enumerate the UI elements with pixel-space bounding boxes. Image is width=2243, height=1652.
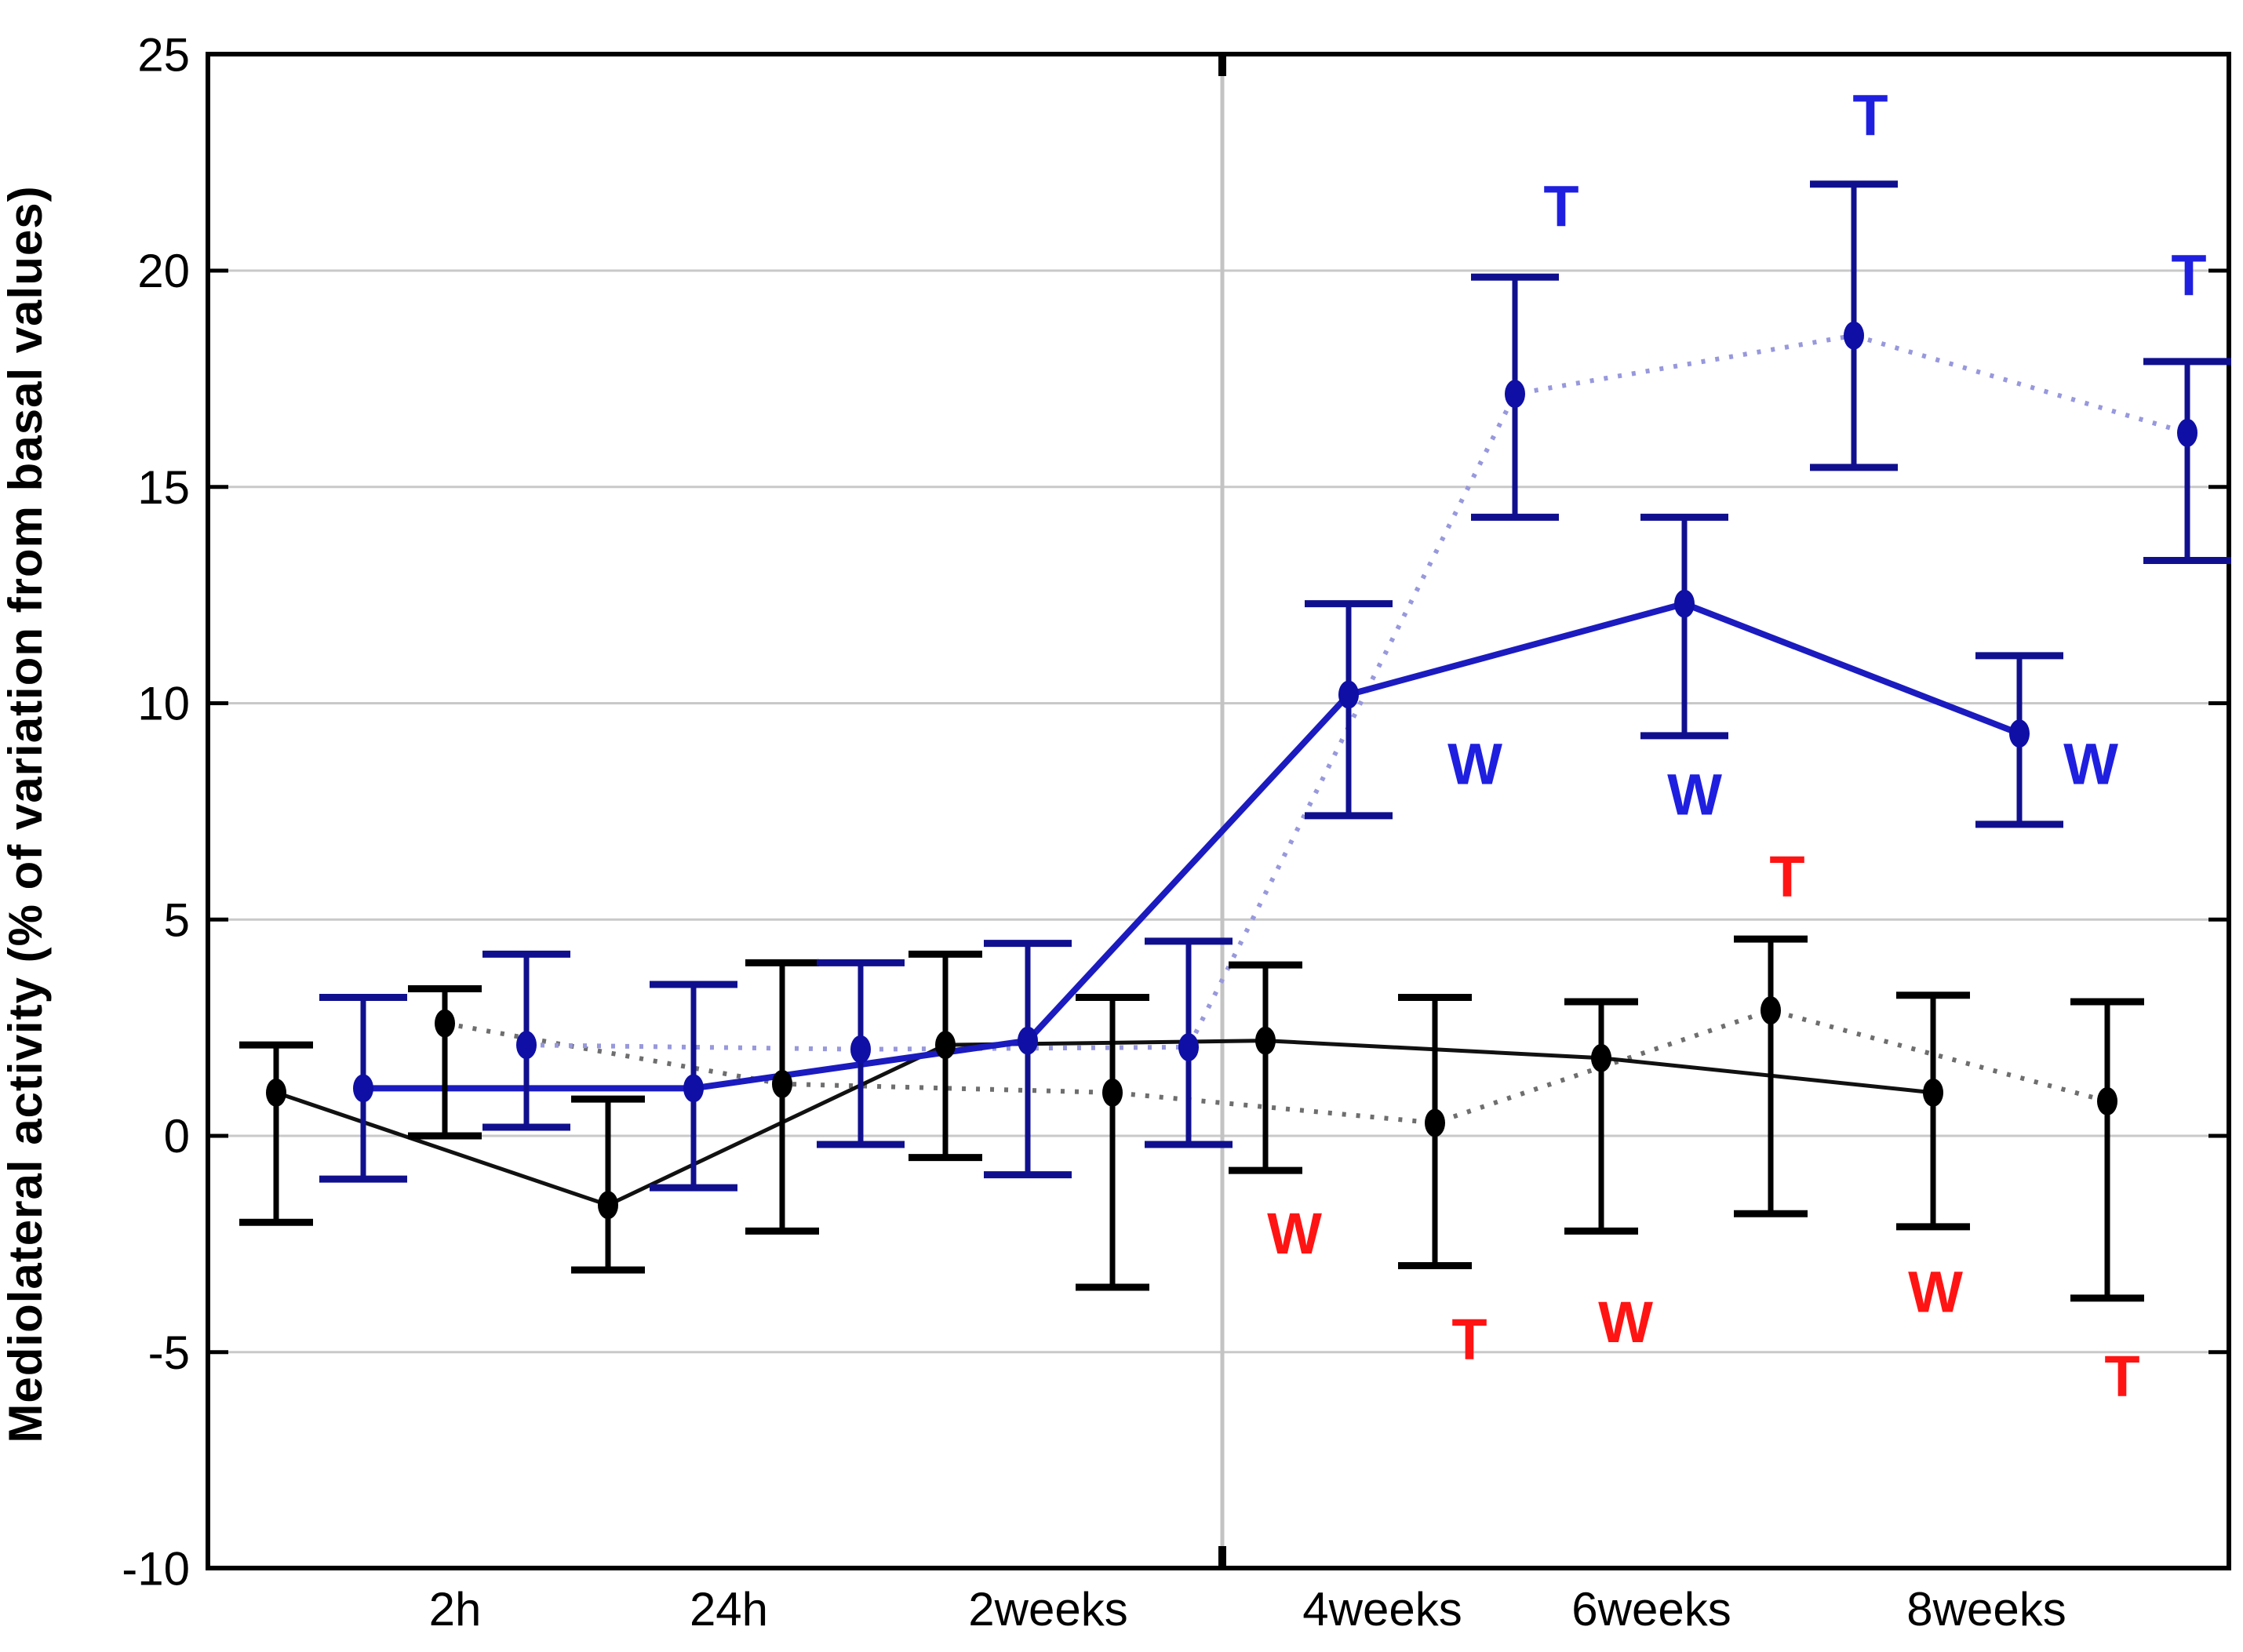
data-point-marker-black-dotted: [435, 1009, 455, 1038]
data-point-marker-blue-dotted: [2177, 418, 2197, 447]
data-point-marker-black-solid: [1923, 1078, 1943, 1107]
x-axis-label-8weeks: 8weeks: [1906, 1583, 2066, 1636]
y-tick-label-5: 5: [164, 893, 190, 946]
y-tick-label-0: 0: [164, 1110, 190, 1163]
data-point-marker-black-solid: [598, 1191, 618, 1220]
series-line-blue-solid: [363, 600, 2021, 1092]
annotation-letter-W-4: W: [1667, 762, 1722, 827]
y-tick-label-15: 15: [137, 461, 190, 514]
data-point-marker-blue-dotted: [1505, 380, 1525, 409]
annotation-letter-T-0: T: [1543, 173, 1578, 238]
annotation-letter-T-7: T: [1451, 1307, 1487, 1372]
data-point-marker-blue-solid: [2009, 719, 2030, 748]
plot-border: [206, 52, 2231, 1570]
annotation-letter-T-9: T: [1769, 844, 1804, 909]
y-tick-label-25: 25: [137, 28, 190, 81]
data-point-marker-black-dotted: [1425, 1108, 1445, 1137]
series-line-black-dotted: [444, 1008, 2108, 1126]
data-point-marker-blue-dotted: [850, 1035, 871, 1064]
annotation-letter-T-1: T: [1852, 82, 1888, 147]
data-point-marker-blue-solid: [683, 1074, 704, 1103]
x-axis-label-4weeks: 4weeks: [1302, 1583, 1462, 1636]
annotation-letter-T-11: T: [2104, 1344, 2139, 1409]
y-tick-label-10: 10: [137, 678, 190, 730]
data-point-marker-black-dotted: [1102, 1078, 1123, 1107]
annotation-letter-W-3: W: [1447, 732, 1502, 797]
annotation-letter-T-2: T: [2171, 243, 2206, 308]
data-point-marker-blue-solid: [353, 1074, 373, 1103]
annotation-letter-W-10: W: [1908, 1260, 1963, 1325]
data-point-marker-black-solid: [1591, 1043, 1611, 1072]
annotation-letter-W-8: W: [1598, 1290, 1653, 1355]
data-point-marker-black-solid: [266, 1078, 286, 1107]
y-tick-label--5: -5: [148, 1326, 190, 1379]
annotation-letter-W-5: W: [2063, 732, 2118, 797]
x-axis-label-2weeks: 2weeks: [968, 1583, 1127, 1636]
data-point-marker-black-dotted: [1761, 996, 1781, 1025]
x-axis-label-24h: 24h: [690, 1583, 768, 1636]
series-line-black-solid: [275, 1039, 1934, 1207]
data-point-marker-black-solid: [1255, 1026, 1276, 1055]
data-point-marker-blue-solid: [1338, 680, 1359, 709]
y-tick-label--10: -10: [122, 1543, 190, 1596]
data-point-marker-black-dotted: [2097, 1086, 2117, 1115]
data-point-marker-blue-dotted: [1844, 321, 1864, 350]
y-tick-label-20: 20: [137, 245, 190, 297]
data-point-marker-black-solid: [935, 1031, 956, 1060]
data-point-marker-blue-dotted: [516, 1031, 537, 1060]
data-point-marker-blue-solid: [1674, 589, 1695, 618]
annotation-letter-W-6: W: [1267, 1201, 1322, 1266]
data-point-marker-blue-dotted: [1178, 1032, 1199, 1061]
data-point-marker-blue-solid: [1018, 1026, 1038, 1055]
data-point-marker-black-dotted: [772, 1069, 792, 1098]
series-line-blue-dotted: [526, 333, 2188, 1052]
x-axis-label-2h: 2h: [429, 1583, 482, 1636]
x-axis-label-6weeks: 6weeks: [1571, 1583, 1731, 1636]
